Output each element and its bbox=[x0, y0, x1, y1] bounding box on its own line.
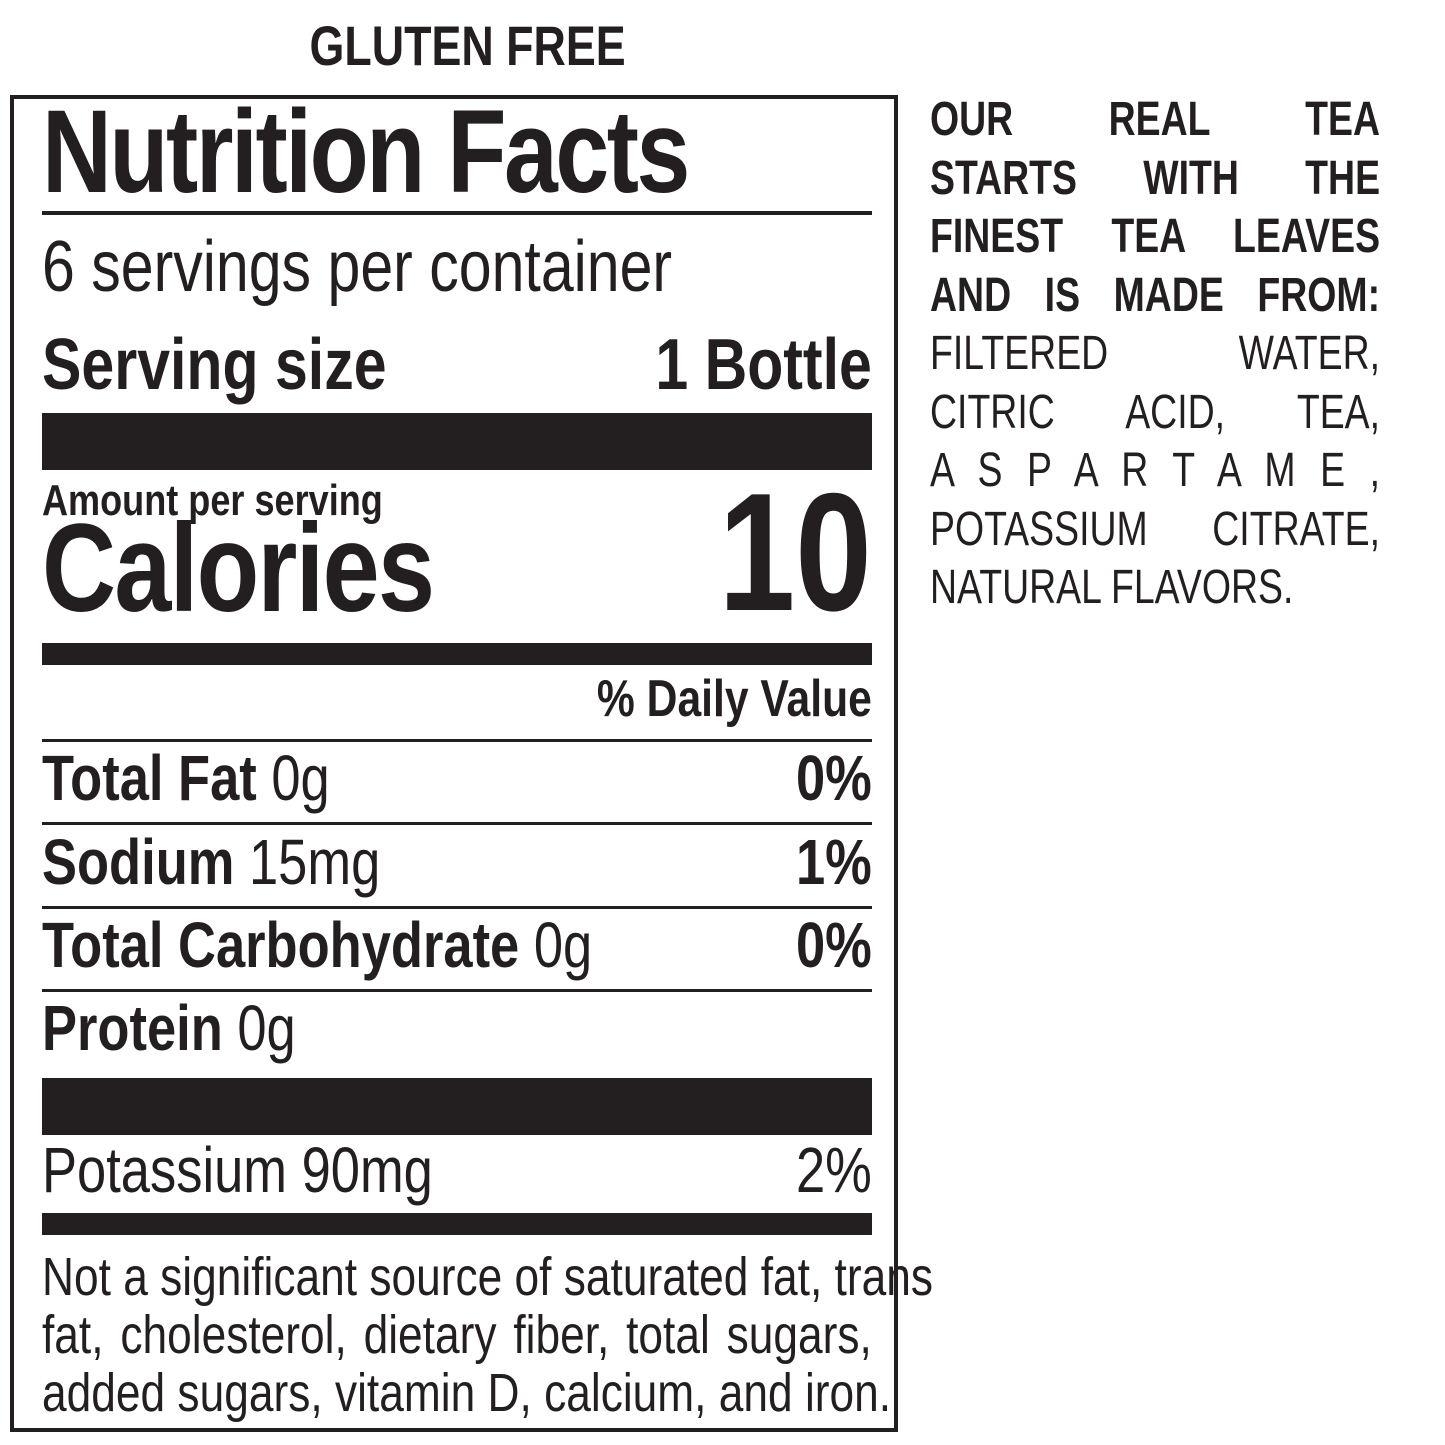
servings-per-container: 6 servings per container bbox=[42, 227, 673, 307]
medium-bar bbox=[42, 1213, 872, 1235]
divider bbox=[42, 906, 872, 909]
gluten-free-heading: GLUTEN FREE bbox=[309, 14, 627, 77]
divider bbox=[42, 211, 872, 215]
calories-label: Calories bbox=[42, 499, 435, 638]
serving-size-row: Serving size 1 Bottle bbox=[42, 329, 872, 401]
label-title: Nutrition Facts bbox=[42, 86, 690, 218]
divider bbox=[42, 739, 872, 742]
nutrition-facts-label: Nutrition Facts 6 servings per container… bbox=[10, 86, 933, 1432]
thick-bar bbox=[42, 1078, 872, 1135]
nutrient-row-potassium: Potassium 90mg 2% bbox=[42, 1134, 872, 1206]
nutrient-row-protein: Protein 0g bbox=[42, 992, 296, 1064]
amount-per-serving: Amount per serving bbox=[42, 476, 383, 525]
nutrient-row-sodium: Sodium 15mg 1% bbox=[42, 826, 872, 898]
calories-value: 10 bbox=[718, 458, 872, 646]
nutrient-row-total-carbohydrate: Total Carbohydrate 0g 0% bbox=[42, 909, 872, 981]
daily-value-header: % Daily Value bbox=[596, 670, 872, 728]
footnote: Not a significant source of saturated fa… bbox=[42, 1247, 933, 1423]
serving-size-label: Serving size bbox=[42, 325, 387, 405]
ingredients-statement: OUR REAL TEA STARTS WITH THE FINEST TEA … bbox=[930, 93, 1381, 614]
divider bbox=[42, 989, 872, 992]
nutrient-row-total-fat: Total Fat 0g 0% bbox=[42, 742, 872, 814]
serving-size-value: 1 Bottle bbox=[655, 325, 872, 405]
medium-bar bbox=[42, 643, 872, 665]
thick-bar bbox=[42, 413, 872, 470]
divider bbox=[42, 822, 872, 825]
